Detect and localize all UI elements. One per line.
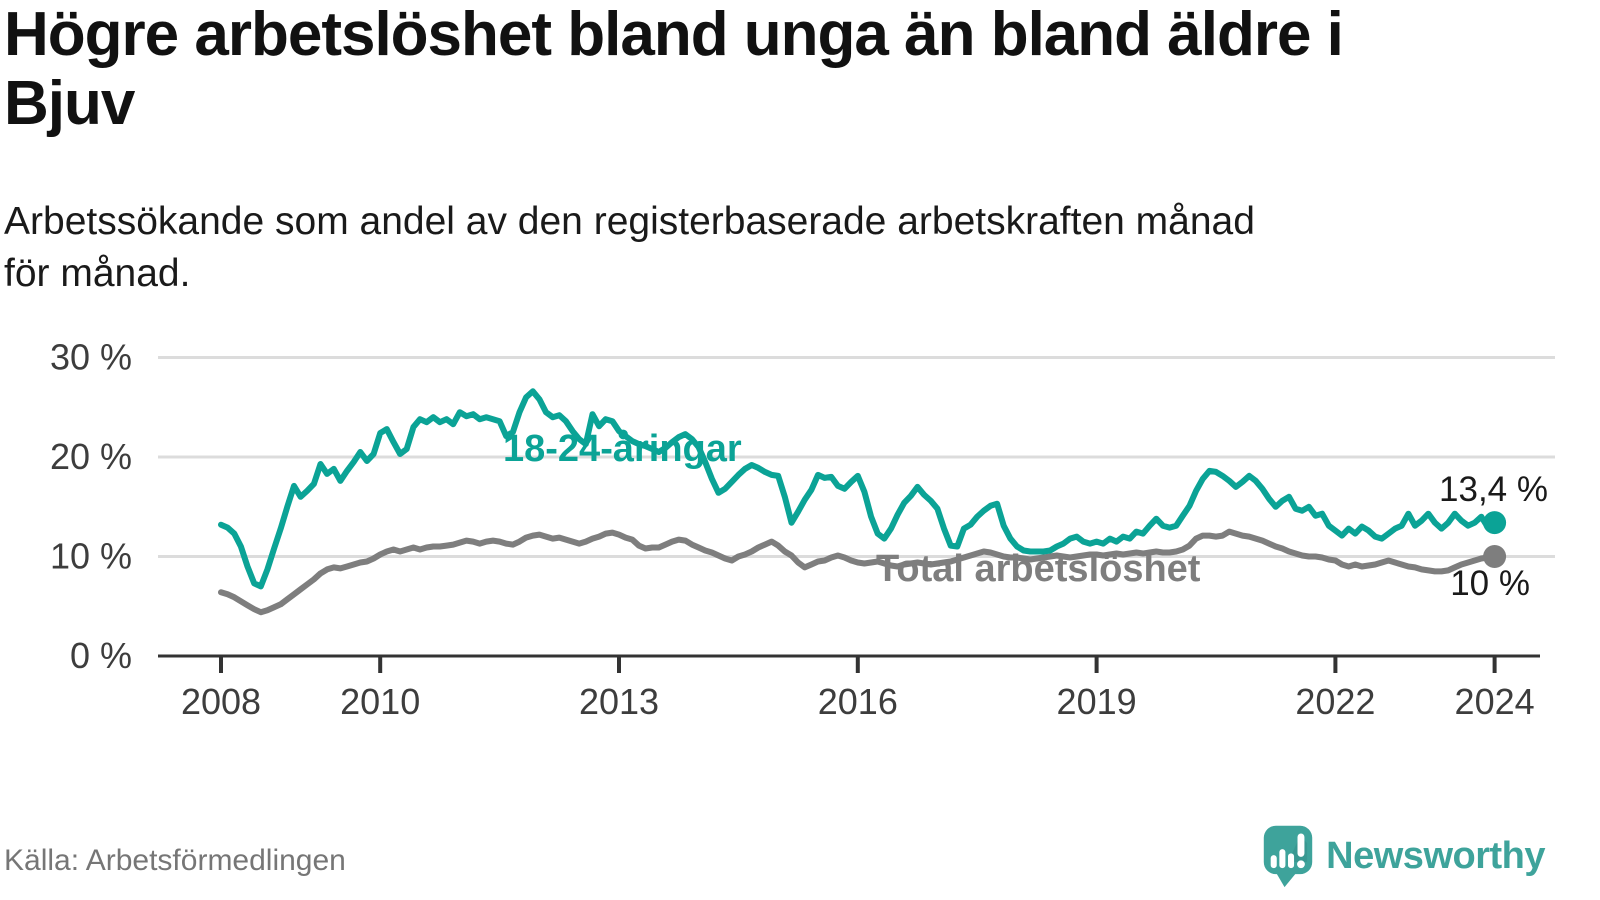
- x-tick-label-2022: 2022: [1295, 681, 1375, 722]
- end-dot-total: [1483, 545, 1507, 568]
- newsworthy-icon: [1263, 825, 1313, 888]
- series-line-youth: [218, 388, 1498, 590]
- end-value-total: 10 %: [1450, 564, 1530, 603]
- x-tick-label-2016: 2016: [818, 681, 898, 722]
- series-lines: [218, 388, 1507, 616]
- x-tick-label-2010: 2010: [340, 681, 420, 722]
- x-tick-label-2013: 2013: [579, 681, 659, 722]
- axes: [158, 654, 1540, 673]
- page-title: Högre arbetslöshet bland unga än bland ä…: [4, 0, 1344, 139]
- chart-subtitle: Arbetssökande som andel av den registerb…: [4, 196, 1255, 301]
- newsworthy-wordmark: Newsworthy: [1326, 834, 1545, 877]
- x-tick-label-2008: 2008: [181, 681, 261, 722]
- y-tick-label-30: 30 %: [50, 337, 132, 378]
- title-line-1: Högre arbetslöshet bland unga än bland ä…: [4, 0, 1344, 69]
- subtitle-line-2: för månad.: [4, 252, 191, 296]
- source-note: Källa: Arbetsförmedlingen: [4, 844, 346, 877]
- series-label-total: Total arbetslöshet: [876, 548, 1201, 590]
- y-tick-label-0: 0 %: [70, 635, 132, 676]
- newsworthy-logo: Newsworthy: [1262, 824, 1545, 888]
- end-value-youth: 13,4 %: [1439, 470, 1548, 509]
- series-label-youth: 18-24-åringar: [503, 428, 742, 470]
- x-tick-label-2019: 2019: [1057, 681, 1137, 722]
- subtitle-line-1: Arbetssökande som andel av den registerb…: [4, 200, 1255, 243]
- title-line-2: Bjuv: [4, 69, 135, 139]
- y-tick-label-20: 20 %: [50, 436, 132, 477]
- x-tick-label-2024: 2024: [1455, 681, 1535, 722]
- y-tick-label-10: 10 %: [50, 536, 132, 577]
- end-dot-youth: [1483, 511, 1507, 535]
- axis-labels: 0 % 10 % 20 % 30 % 2008 2010 2013 2016 2019 2022 2…: [50, 337, 1535, 723]
- series-line-total: [218, 528, 1498, 616]
